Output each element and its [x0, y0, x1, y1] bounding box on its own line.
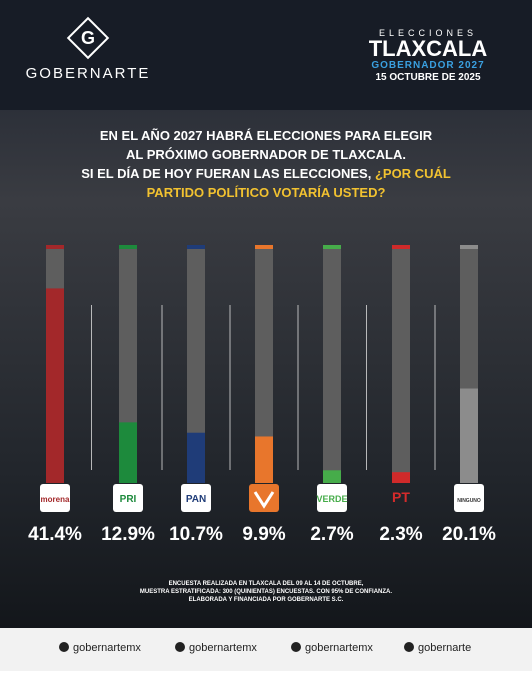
race: GOBERNADOR 2027: [371, 60, 484, 71]
footer: [0, 628, 532, 671]
question: SI EL DÍA DE HOY FUERAN LAS ELECCIONES, …: [81, 166, 451, 181]
value-label: 2.7%: [310, 524, 353, 545]
party-label: PAN: [186, 494, 206, 505]
social-icon: [59, 642, 69, 652]
bar: [46, 288, 64, 483]
bar-track: [187, 248, 205, 483]
question: EN EL AÑO 2027 HABRÁ ELECCIONES PARA ELE…: [100, 128, 433, 143]
social-handle: gobernartemx: [73, 642, 141, 654]
party-icon: [253, 491, 275, 509]
social-icon: [404, 642, 414, 652]
bar-track: [255, 248, 273, 483]
bar-cap: [187, 245, 205, 249]
bar: [255, 436, 273, 483]
value-label: 41.4%: [28, 524, 82, 545]
logo: G: [66, 16, 110, 60]
party-logo: [181, 484, 211, 512]
footnote: ENCUESTA REALIZADA EN TLAXCALA DEL 09 AL…: [169, 581, 364, 587]
party-logo: [317, 484, 347, 512]
date: 15 OCTUBRE DE 2025: [375, 72, 480, 83]
party-label: PRI: [120, 494, 137, 505]
state: TLAXCALA: [369, 36, 488, 61]
question-highlight: PARTIDO POLÍTICO VOTARÍA USTED?: [147, 185, 386, 200]
value-label: 10.7%: [169, 524, 223, 545]
bar-cap: [255, 245, 273, 249]
bar: [323, 470, 341, 483]
value-label: 20.1%: [442, 524, 496, 545]
social-handle: gobernartemx: [189, 642, 257, 654]
question-highlight: ¿POR CUÁL: [375, 166, 451, 181]
bar-cap: [392, 245, 410, 249]
question: SI EL DÍA DE HOY FUERAN LAS ELECCIONES,: [81, 166, 371, 181]
bar: [119, 422, 137, 483]
value-label: 12.9%: [101, 524, 155, 545]
party-logo: [249, 484, 279, 512]
social-icon: [175, 642, 185, 652]
bar-cap: [119, 245, 137, 249]
party-label: morena: [41, 495, 70, 504]
party-logo: [113, 484, 143, 512]
value-label: 2.3%: [379, 524, 422, 545]
social-bar: gobernartemx gobernartemx gobernartemx gobe…: [59, 642, 471, 654]
party-label: PT: [392, 489, 410, 505]
party-logo: [454, 484, 484, 512]
value-label: 9.9%: [242, 524, 285, 545]
party-label: NINGUNO: [457, 498, 481, 504]
social-handle: gobernartemx: [305, 642, 373, 654]
bar-cap: [46, 245, 64, 249]
footnote: ELABORADA Y FINANCIADA POR GOBERNARTE S.…: [189, 597, 344, 603]
bar-cap: [460, 245, 478, 249]
question: AL PRÓXIMO GOBERNADOR DE TLAXCALA.: [126, 147, 406, 162]
bar: [187, 432, 205, 483]
bar: [392, 472, 410, 483]
bar-cap: [323, 245, 341, 249]
party-label: VERDE: [316, 494, 347, 504]
chart: morena 41.4% PRI 12.9% PAN 10.7% 9.9% VERDE 2.7%…: [28, 245, 496, 545]
bar: [460, 388, 478, 483]
footnote: MUESTRA ESTRATIFICADA: 300 (QUINIENTAS) …: [140, 589, 392, 595]
brand: GOBERNARTE: [26, 65, 151, 82]
svg-text:G: G: [81, 28, 95, 48]
kicker: ELECCIONES: [379, 28, 477, 38]
social-handle: gobernarte: [418, 642, 471, 654]
social-icon: [291, 642, 301, 652]
bar-track: [392, 248, 410, 483]
party-logo: [40, 484, 70, 512]
bar-track: [323, 248, 341, 483]
